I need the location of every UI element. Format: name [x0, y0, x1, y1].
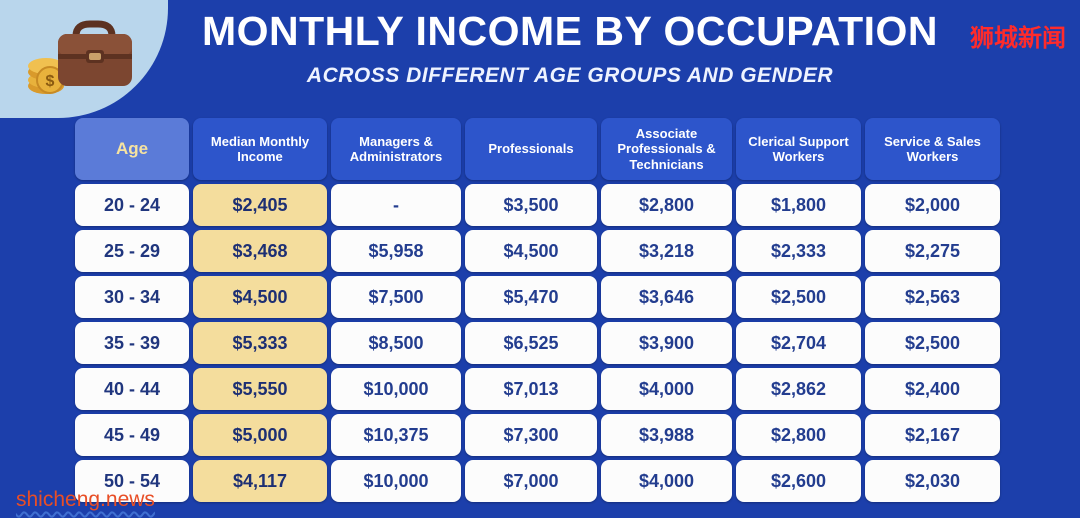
income-cell: $5,470: [465, 276, 597, 318]
median-income-cell: $4,500: [193, 276, 327, 318]
age-group-cell: 20 - 24: [75, 184, 189, 226]
column-header: Managers & Administrators: [331, 118, 461, 180]
income-cell: $2,000: [865, 184, 1000, 226]
page-subtitle: ACROSS DIFFERENT AGE GROUPS AND GENDER: [306, 64, 834, 87]
column-header: Clerical Support Workers: [736, 118, 861, 180]
income-cell: $2,862: [736, 368, 861, 410]
age-group-cell: 45 - 49: [75, 414, 189, 456]
income-cell: $8,500: [331, 322, 461, 364]
income-cell: $2,275: [865, 230, 1000, 272]
age-group-cell: 25 - 29: [75, 230, 189, 272]
income-cell: $2,563: [865, 276, 1000, 318]
income-cell: $3,900: [601, 322, 732, 364]
income-cell: $2,333: [736, 230, 861, 272]
income-cell: $5,958: [331, 230, 461, 272]
briefcase-with-coins-icon: $: [20, 8, 148, 113]
column-header: Median Monthly Income: [193, 118, 327, 180]
income-cell: $2,030: [865, 460, 1000, 502]
svg-text:$: $: [46, 73, 55, 90]
column-header: Service & Sales Workers: [865, 118, 1000, 180]
income-cell: $2,167: [865, 414, 1000, 456]
income-cell: $3,988: [601, 414, 732, 456]
median-income-cell: $2,405: [193, 184, 327, 226]
income-cell: $2,500: [865, 322, 1000, 364]
page-header: MONTHLY INCOME BY OCCUPATION ACROSS DIFF…: [120, 8, 1020, 88]
watermark-site-name: 狮城新闻: [970, 25, 1066, 52]
corner-decoration: $: [0, 0, 168, 118]
age-group-cell: 50 - 54: [75, 460, 189, 502]
column-header: Professionals: [465, 118, 597, 180]
income-cell: $10,000: [331, 460, 461, 502]
income-cell: $3,218: [601, 230, 732, 272]
income-cell: $4,500: [465, 230, 597, 272]
median-income-cell: $5,000: [193, 414, 327, 456]
income-cell: $7,000: [465, 460, 597, 502]
median-income-cell: $3,468: [193, 230, 327, 272]
income-cell: $2,704: [736, 322, 861, 364]
income-cell: $4,000: [601, 368, 732, 410]
income-cell: $7,013: [465, 368, 597, 410]
watermark-site-url: shicheng.news: [16, 488, 155, 511]
median-income-cell: $5,333: [193, 322, 327, 364]
income-cell: $3,646: [601, 276, 732, 318]
income-cell: $4,000: [601, 460, 732, 502]
income-cell: $2,500: [736, 276, 861, 318]
income-cell: $1,800: [736, 184, 861, 226]
column-header: Associate Professionals & Technicians: [601, 118, 732, 180]
median-income-cell: $4,117: [193, 460, 327, 502]
income-cell: $10,000: [331, 368, 461, 410]
age-group-cell: 30 - 34: [75, 276, 189, 318]
income-cell: $2,800: [736, 414, 861, 456]
income-cell: -: [331, 184, 461, 226]
income-cell: $2,400: [865, 368, 1000, 410]
page-title: MONTHLY INCOME BY OCCUPATION: [201, 8, 939, 54]
median-income-cell: $5,550: [193, 368, 327, 410]
income-cell: $7,500: [331, 276, 461, 318]
income-cell: $10,375: [331, 414, 461, 456]
column-header-age: Age: [75, 118, 189, 180]
income-cell: $2,600: [736, 460, 861, 502]
age-group-cell: 35 - 39: [75, 322, 189, 364]
income-cell: $2,800: [601, 184, 732, 226]
income-cell: $6,525: [465, 322, 597, 364]
income-cell: $3,500: [465, 184, 597, 226]
income-table: Age Median Monthly Income Managers & Admin…: [75, 118, 1000, 502]
age-group-cell: 40 - 44: [75, 368, 189, 410]
income-cell: $7,300: [465, 414, 597, 456]
